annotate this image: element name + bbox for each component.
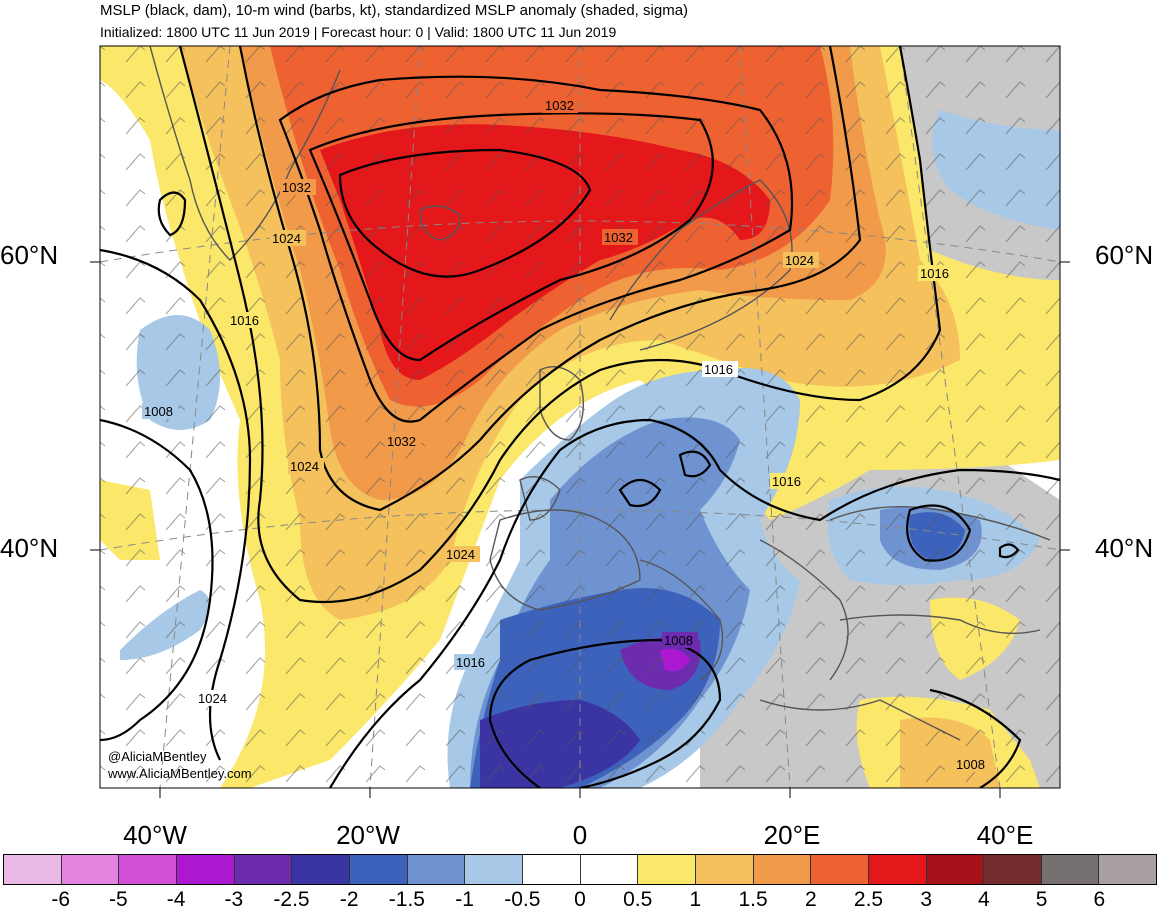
colorbar-label: -5: [109, 888, 128, 911]
colorbar-label: 0: [574, 888, 586, 911]
colorbar-label: 4: [978, 888, 990, 911]
lat-label-40n-left: 40°N: [0, 533, 59, 563]
contour-label-1024-scandinavia: 1024: [785, 253, 814, 268]
colorbar-swatch: [176, 855, 235, 884]
colorbar-swatch: [292, 855, 350, 884]
colorbar-swatch: [465, 855, 523, 884]
contour-label-1024-southwest: 1024: [198, 691, 227, 706]
contour-label-1032-atlantic: 1032: [387, 434, 416, 449]
colorbar-swatch: [638, 855, 696, 884]
credit-url: www.AliciaMBentley.com: [108, 766, 252, 781]
coastlines: [149, 46, 1051, 741]
lon-label-40w: 40°W: [123, 820, 187, 850]
lon-label-20w: 20°W: [336, 820, 400, 850]
chart-title: MSLP (black, dam), 10-m wind (barbs, kt)…: [100, 2, 689, 19]
colorbar-label: -4: [166, 888, 186, 911]
isobars: [100, 46, 1060, 788]
colorbar-label: 2: [804, 888, 817, 911]
lat-label-60n-right: 60°N: [1095, 240, 1154, 270]
colorbar-swatch: [695, 855, 754, 884]
colorbar-label: -6: [51, 888, 71, 911]
contour-label-1008-atlantic: 1008: [144, 404, 173, 419]
lon-label-0: 0: [572, 820, 588, 850]
colorbar-label: -2.5: [273, 888, 310, 911]
colorbar-swatch: [1099, 855, 1157, 884]
contour-label-1008-italy: 1008: [664, 633, 693, 648]
colorbar-swatch: [119, 855, 177, 884]
lon-label-40e: 40°E: [976, 820, 1034, 850]
colorbar-swatch: [522, 855, 581, 884]
colorbar-label: -3: [224, 888, 244, 911]
contour-label-1024-west: 1024: [272, 231, 301, 246]
colorbar-swatch: [61, 855, 120, 884]
colorbar-label: 0.5: [623, 888, 653, 911]
colorbar-label: -2: [339, 888, 359, 911]
colorbar-swatch: [926, 855, 985, 884]
colorbar-label: -1: [455, 888, 474, 911]
colorbar-label: 1: [689, 888, 702, 911]
contour-labels: 1032 1032 1032 1032 1024 1024 1024 1024 …: [142, 97, 990, 772]
colorbar-swatch: [234, 855, 293, 884]
colorbar-label: -1.5: [388, 888, 425, 911]
contour-label-1016-baltic: 1016: [704, 362, 733, 377]
lat-label-60n-left: 60°N: [0, 240, 59, 270]
colorbar-swatch: [349, 855, 408, 884]
contour-label-1032-greenland: 1032: [282, 180, 311, 195]
contour-label-1016-atlantic: 1016: [230, 313, 259, 328]
contour-label-1016-iberia: 1016: [456, 655, 485, 670]
lat-label-40n-right: 40°N: [1095, 533, 1154, 563]
lon-label-20e: 20°E: [763, 820, 821, 850]
colorbar-swatch: [753, 855, 812, 884]
colorbar-swatch: [811, 855, 869, 884]
colorbar-label: 2.5: [853, 888, 884, 911]
colorbar-swatch: [407, 855, 466, 884]
contour-label-1032-norway: 1032: [604, 230, 633, 245]
colorbar-label: -0.5: [504, 888, 541, 911]
colorbar-swatch: [868, 855, 927, 884]
contour-label-1032-north: 1032: [545, 98, 574, 113]
colorbar-swatch: [984, 855, 1042, 884]
chart-subtitle: Initialized: 1800 UTC 11 Jun 2019 | Fore…: [100, 24, 617, 40]
map-frame: 1032 1032 1032 1032 1024 1024 1024 1024 …: [100, 46, 1060, 788]
contour-label-1024-midatlantic: 1024: [290, 459, 319, 474]
colorbar-label: 5: [1035, 888, 1048, 911]
colorbar: [3, 854, 1157, 885]
contour-label-1016-russia: 1016: [920, 266, 949, 281]
colorbar-swatch: [4, 855, 62, 884]
colorbar-label: 3: [920, 888, 933, 911]
colorbar-label: 6: [1093, 888, 1106, 911]
colorbar-label: 1.5: [738, 888, 768, 911]
credit-handle: @AliciaMBentley: [108, 749, 207, 764]
contour-label-1016-eastern-europe: 1016: [772, 474, 801, 489]
contour-label-1024-iberia: 1024: [446, 547, 475, 562]
map-ticks: [90, 261, 1070, 798]
colorbar-swatch: [1041, 855, 1100, 884]
contour-label-1008-southeast: 1008: [956, 757, 985, 772]
colorbar-swatch: [580, 855, 639, 884]
